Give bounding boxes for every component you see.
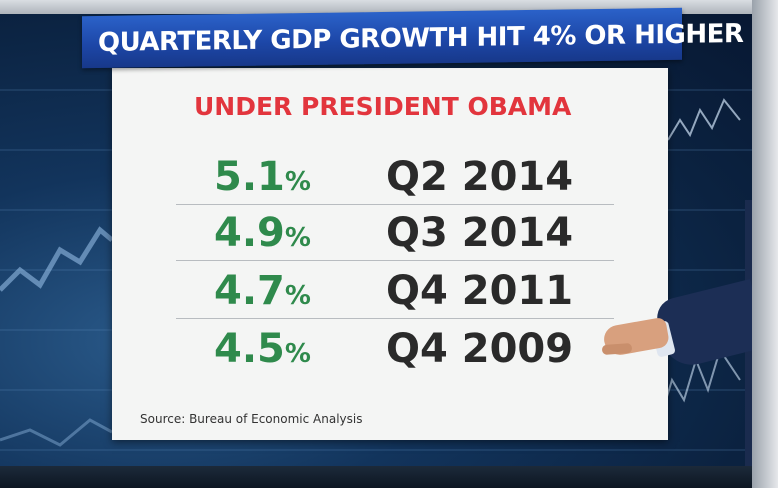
growth-percent: 4.5% [214,326,311,372]
gdp-row: 4.9% Q3 2014 [176,204,614,261]
growth-percent: 4.7% [214,268,311,314]
gdp-row: 4.5% Q4 2009 [176,320,614,376]
graphic-card [112,68,668,440]
quarter-label: Q4 2009 [386,326,574,372]
source-note: Source: Bureau of Economic Analysis [140,412,363,426]
gdp-row: 5.1% Q2 2014 [176,148,614,205]
quarter-label: Q2 2014 [386,154,574,200]
quarter-label: Q3 2014 [386,210,574,256]
graphic-subtitle: UNDER PRESIDENT OBAMA [194,92,572,121]
growth-percent: 4.9% [214,210,311,256]
screen-frame-right [752,0,778,488]
growth-percent: 5.1% [214,154,311,200]
pointing-finger [601,342,633,356]
gdp-row: 4.7% Q4 2011 [176,262,614,319]
screen-frame-bottom [0,466,778,488]
quarter-label: Q4 2011 [386,268,574,314]
